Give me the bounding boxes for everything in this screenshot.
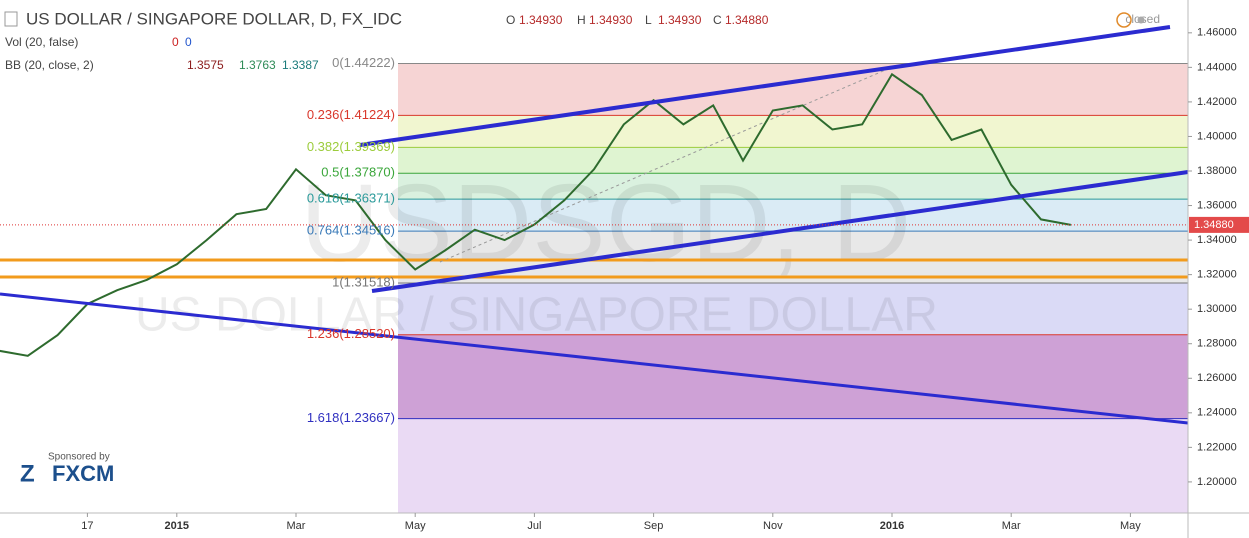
y-tick-label: 1.46000 <box>1197 27 1237 39</box>
x-tick-label: Sep <box>644 520 664 532</box>
quote-key: O <box>506 13 515 27</box>
watermark-subtitle: US DOLLAR / SINGAPORE DOLLAR <box>135 289 938 342</box>
fib-label: 1(1.31518) <box>332 274 395 289</box>
quote-value: 1.34930 <box>519 13 563 27</box>
indicator-name: BB (20, close, 2) <box>5 58 94 72</box>
y-tick-label: 1.26000 <box>1197 372 1237 384</box>
fib-band <box>398 418 1188 513</box>
y-tick-label: 1.30000 <box>1197 303 1237 315</box>
chart-title: US DOLLAR / SINGAPORE DOLLAR, D, FX_IDC <box>26 9 402 28</box>
last-price-label: 1.34880 <box>1194 219 1234 231</box>
status-dot <box>1137 16 1145 24</box>
watermark: USDSGD, D <box>300 162 911 285</box>
sponsor-name: FXCM <box>52 461 114 486</box>
x-tick-label: May <box>1120 520 1141 532</box>
quote-value: 1.34930 <box>658 13 702 27</box>
fib-label: 1.618(1.23667) <box>307 410 395 425</box>
x-tick-label: Mar <box>1002 520 1021 532</box>
y-tick-label: 1.22000 <box>1197 441 1237 453</box>
fib-label: 0.618(1.36371) <box>307 191 395 206</box>
fib-band <box>398 115 1188 148</box>
status-icon[interactable] <box>1116 12 1132 28</box>
indicator-value: 1.3387 <box>282 58 319 72</box>
indicator-name: Vol (20, false) <box>5 35 78 49</box>
fib-label: 0.764(1.34516) <box>307 223 395 238</box>
fib-band <box>398 231 1188 283</box>
trend-line <box>359 25 1171 147</box>
sponsor-logo-mark: Z <box>20 460 35 487</box>
quote-value: 1.34930 <box>589 13 633 27</box>
fib-label: 0(1.44222) <box>332 55 395 70</box>
fib-label: 0.5(1.37870) <box>321 165 395 180</box>
fib-band <box>398 334 1188 419</box>
x-tick-label: Jul <box>527 520 541 532</box>
trend-line <box>0 292 1189 425</box>
fib-trend <box>439 67 891 263</box>
x-tick-label: 17 <box>81 520 93 532</box>
collapse-icon[interactable] <box>4 11 18 27</box>
indicator-value: 0 <box>185 35 192 49</box>
fib-label: 0.236(1.41224) <box>307 107 395 122</box>
y-tick-label: 1.44000 <box>1197 61 1237 73</box>
fib-band <box>398 173 1188 200</box>
quote-key: C <box>713 13 722 27</box>
quote-key: L <box>645 13 652 27</box>
indicator-value: 0 <box>172 35 179 49</box>
y-tick-label: 1.42000 <box>1197 96 1237 108</box>
x-tick-label: 2016 <box>880 520 904 532</box>
y-tick-label: 1.36000 <box>1197 199 1237 211</box>
x-tick-label: Nov <box>763 520 783 532</box>
y-tick-label: 1.34000 <box>1197 234 1237 246</box>
quote-value: 1.34880 <box>725 13 769 27</box>
sponsor-label: Sponsored by <box>48 452 110 463</box>
y-tick-label: 1.28000 <box>1197 338 1237 350</box>
quote-key: H <box>577 13 586 27</box>
last-price-tag <box>1189 216 1249 233</box>
indicator-value: 1.3575 <box>187 58 224 72</box>
fib-label: 1.236(1.28520) <box>307 326 395 341</box>
fib-label: 0.382(1.39369) <box>307 139 395 154</box>
y-tick-label: 1.32000 <box>1197 269 1237 281</box>
fib-band <box>398 147 1188 174</box>
y-tick-label: 1.24000 <box>1197 407 1237 419</box>
x-tick-label: May <box>405 520 426 532</box>
fib-band <box>398 282 1188 335</box>
indicator-value: 1.3763 <box>239 58 276 72</box>
y-tick-label: 1.40000 <box>1197 130 1237 142</box>
y-tick-label: 1.38000 <box>1197 165 1237 177</box>
fib-band <box>398 199 1188 232</box>
x-tick-label: Mar <box>287 520 306 532</box>
trend-line <box>371 170 1189 293</box>
x-tick-label: 2015 <box>165 520 189 532</box>
y-tick-label: 1.20000 <box>1197 476 1237 488</box>
